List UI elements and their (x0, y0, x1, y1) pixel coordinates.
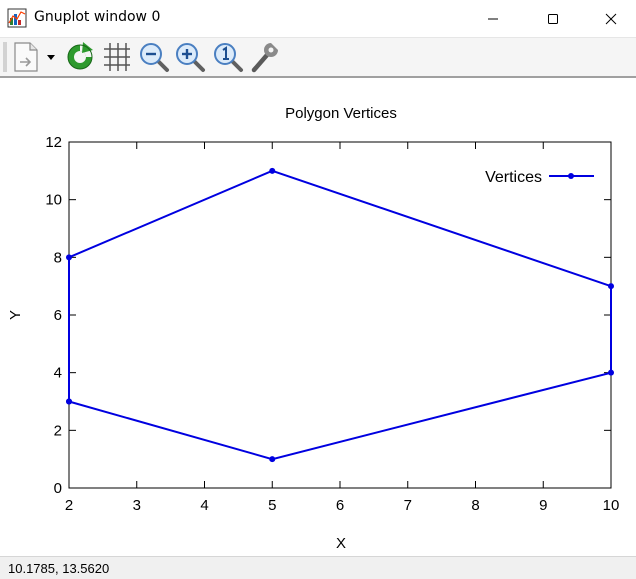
maximize-icon (548, 13, 558, 24)
vertex-point (608, 369, 614, 376)
document-export-icon (14, 42, 38, 72)
unzoom-button[interactable] (212, 40, 244, 74)
toolbar-grip (3, 42, 7, 72)
y-tick-label: 4 (54, 365, 62, 382)
replot-button[interactable] (64, 40, 96, 74)
x-tick-label: 3 (133, 497, 141, 514)
x-tick-label: 6 (336, 497, 344, 514)
x-tick-label: 9 (539, 497, 547, 514)
grid-icon (104, 43, 130, 71)
x-tick-label: 5 (268, 497, 276, 514)
x-tick-label: 4 (200, 497, 208, 514)
series-line-vertices (68, 169, 612, 461)
minimize-button[interactable] (470, 0, 516, 37)
gnuplot-app-icon (7, 8, 27, 28)
y-tick-label: 10 (45, 192, 62, 209)
zoom-previous-button[interactable] (138, 40, 170, 74)
x-tick-label: 10 (603, 497, 620, 514)
zoom-in-icon (176, 43, 205, 72)
vertex-point (608, 283, 614, 290)
zoom-out-icon (140, 43, 169, 72)
title-bar: Gnuplot window 0 (0, 0, 636, 37)
polygon-chart: Polygon Vertices X Y 2 3 4 5 6 7 8 9 10024681012… (7, 105, 619, 552)
minimize-icon (488, 18, 498, 19)
mouse-coordinates: 10.1785, 13.5620 (8, 561, 110, 576)
window-title: Gnuplot window 0 (34, 9, 161, 25)
x-tick-label: 8 (471, 497, 479, 514)
x-axis-label: X (336, 535, 346, 552)
y-tick-label: 2 (54, 422, 62, 439)
vertex-point (269, 456, 276, 463)
y-tick-label: 0 (54, 480, 62, 497)
vertex-point (269, 167, 276, 174)
refresh-icon (67, 42, 93, 70)
dropdown-arrow-icon (47, 55, 55, 60)
export-dropdown-button[interactable] (44, 40, 58, 74)
y-tick-label: 12 (45, 134, 62, 151)
x-tick-label: 7 (404, 497, 412, 514)
series-layer (66, 167, 614, 463)
vertex-point (66, 398, 72, 405)
wrench-icon (251, 43, 278, 73)
export-menu-button[interactable] (10, 40, 42, 74)
legend-marker (568, 173, 574, 179)
plot-area[interactable]: Polygon Vertices X Y 2 3 4 5 6 7 8 9 10 0 2 4 6 8 10 12… (0, 78, 636, 556)
y-axis-label: Y (7, 310, 24, 320)
grid-button[interactable] (101, 40, 133, 74)
y-tick-label: 6 (54, 307, 62, 324)
close-button[interactable] (588, 0, 634, 37)
toolbar-divider (0, 76, 636, 78)
vertex-point (66, 254, 72, 261)
status-bar: 10.1785, 13.5620 (0, 556, 636, 579)
close-icon (605, 13, 617, 24)
zoom-reset-icon (214, 43, 243, 72)
y-tick-label: 8 (54, 249, 62, 266)
options-button[interactable] (249, 40, 281, 74)
legend-label: Vertices (485, 169, 542, 186)
zoom-next-button[interactable] (174, 40, 206, 74)
maximize-button[interactable] (530, 0, 576, 37)
chart-title: Polygon Vertices (285, 105, 397, 122)
x-tick-label: 2 (65, 497, 73, 514)
legend: Vertices (485, 169, 594, 186)
